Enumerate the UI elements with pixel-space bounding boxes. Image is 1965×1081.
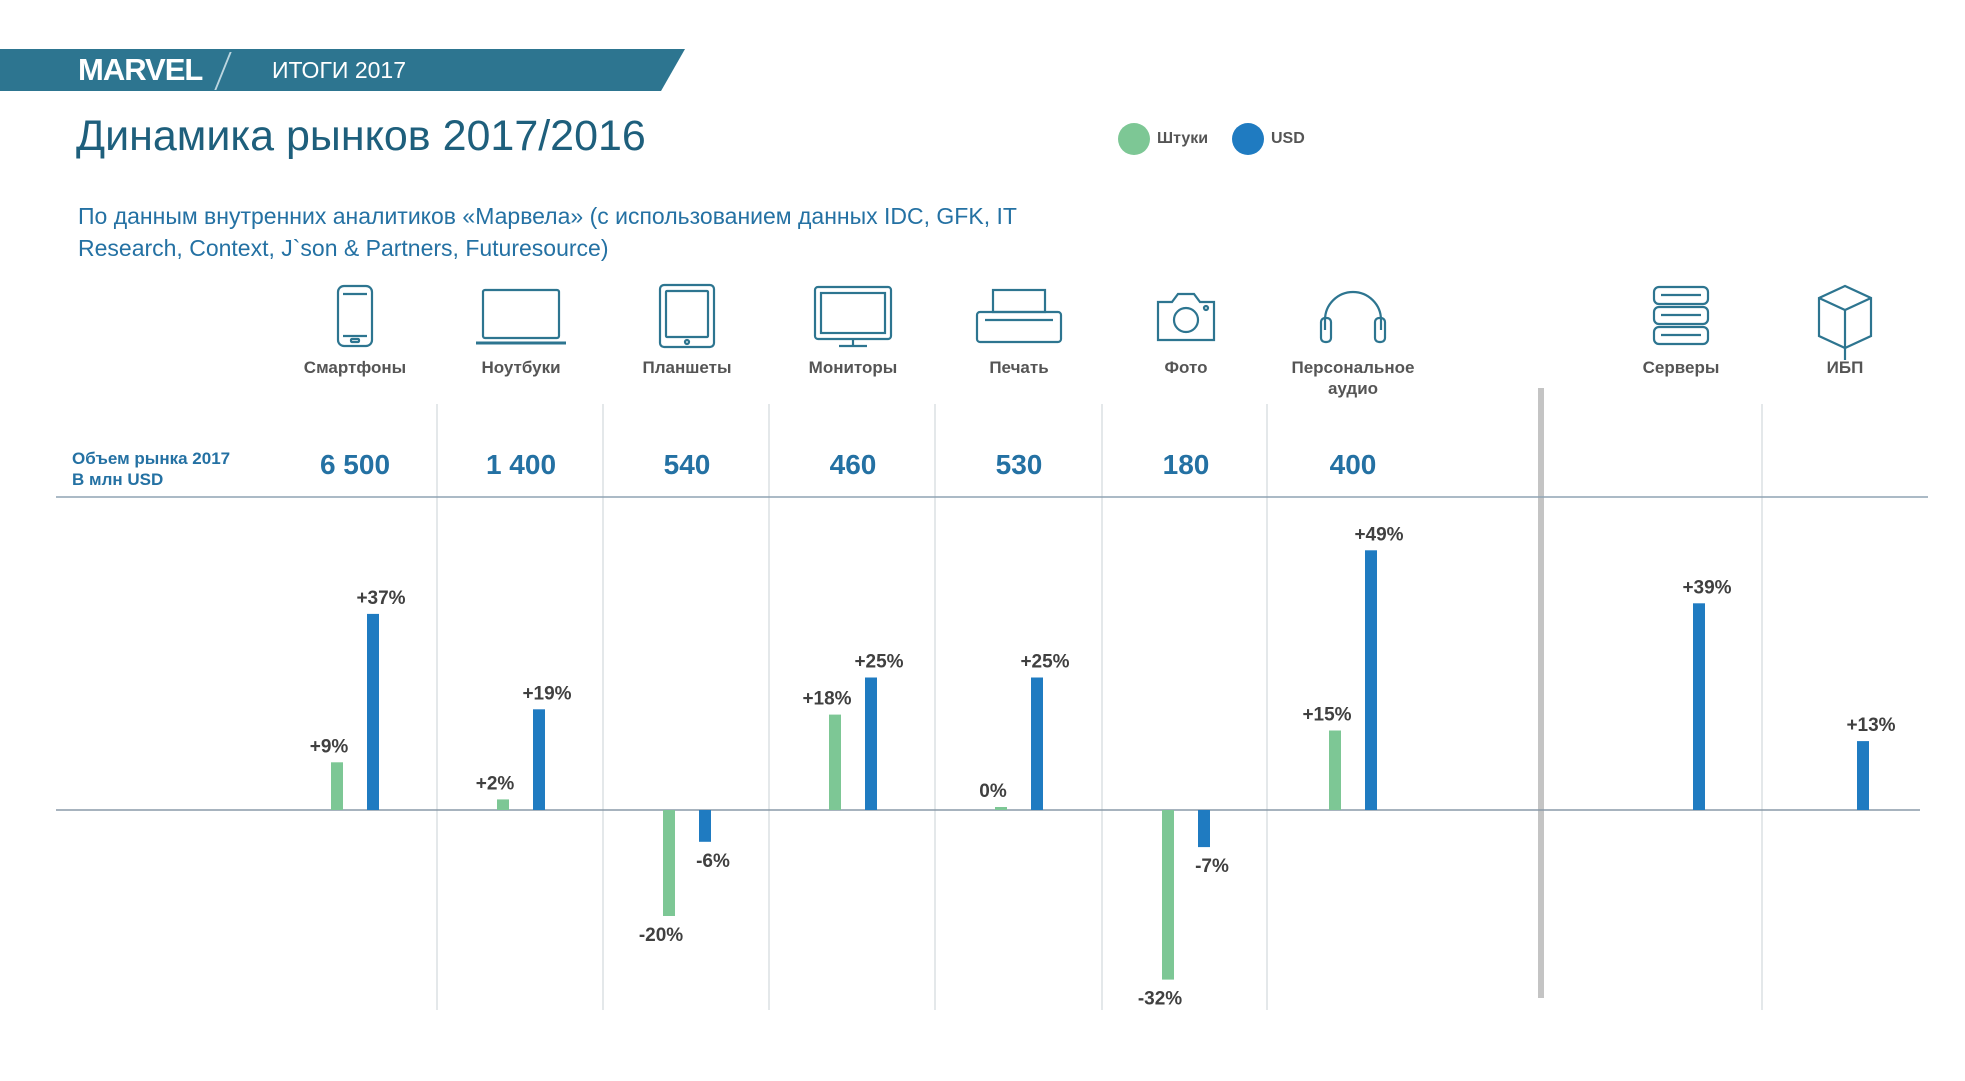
data-label-usd: +39%	[1682, 577, 1731, 598]
bar-usd	[533, 709, 545, 810]
legend-label-units: Штуки	[1157, 130, 1209, 147]
subtitle: По данным внутренних аналитиков «Марвела…	[78, 200, 1138, 264]
bar-units	[497, 799, 509, 810]
data-label-usd: -6%	[696, 851, 730, 872]
data-label-usd: +25%	[1020, 652, 1069, 673]
data-label-usd: +25%	[854, 652, 903, 673]
monitor-icon	[813, 285, 893, 348]
data-label-units: +15%	[1302, 705, 1351, 726]
legend-item-usd: USD	[1232, 122, 1305, 156]
data-label-units: -20%	[639, 925, 683, 946]
data-label-usd: +13%	[1846, 715, 1895, 736]
market-volume-label-line-1: Объем рынка 2017	[72, 449, 231, 468]
smartphone-icon	[336, 284, 374, 348]
data-label-units: +18%	[802, 689, 851, 710]
tablet-icon	[658, 283, 716, 349]
data-label-units: +9%	[310, 736, 349, 757]
printer-icon	[975, 288, 1063, 344]
bar-units	[1162, 810, 1174, 980]
category-label: ИБП	[1827, 358, 1864, 377]
bar-units	[829, 714, 841, 810]
data-label-usd: -7%	[1195, 856, 1229, 877]
bar-usd	[1857, 741, 1869, 810]
category-label: Смартфоны	[304, 358, 406, 377]
bar-usd	[1693, 603, 1705, 810]
server-icon	[1652, 285, 1710, 346]
bar-usd	[1198, 810, 1210, 848]
marvel-logo: MARVEL	[78, 52, 203, 87]
category-label: Печать	[989, 358, 1048, 377]
market-volume-value: 540	[664, 449, 711, 480]
legend-item-units: Штуки	[1118, 122, 1208, 156]
market-volume-value: 6 500	[320, 449, 390, 480]
bar-usd	[865, 677, 877, 810]
ups-box-icon	[1817, 284, 1873, 360]
laptop-icon	[476, 288, 566, 345]
legend-swatch-units	[1118, 123, 1150, 155]
subtitle-line-1: По данным внутренних аналитиков «Марвела…	[78, 203, 1017, 229]
data-label-units: 0%	[979, 781, 1007, 802]
bar-units	[1329, 730, 1341, 810]
camera-icon	[1156, 292, 1216, 342]
bar-units	[995, 807, 1007, 810]
category-label: Фото	[1165, 358, 1208, 377]
data-label-units: +2%	[476, 773, 515, 794]
market-volume-value: 180	[1163, 449, 1210, 480]
bar-usd	[1365, 550, 1377, 810]
data-label-usd: +49%	[1354, 524, 1403, 545]
category-label: Планшеты	[643, 358, 732, 377]
market-volume-label: Объем рынка 2017 В млн USD	[72, 448, 272, 490]
bar-units	[663, 810, 675, 916]
legend-swatch-usd	[1232, 123, 1264, 155]
subtitle-line-2: Research, Context, J`son & Partners, Fut…	[78, 235, 609, 261]
bar-usd	[699, 810, 711, 842]
market-volume-value: 400	[1330, 449, 1377, 480]
category-label: Мониторы	[809, 358, 898, 377]
legend-label-usd: USD	[1271, 130, 1305, 147]
bar-units	[331, 762, 343, 810]
data-label-usd: +19%	[522, 683, 571, 704]
category-label-line-2: аудио	[1328, 379, 1378, 398]
bar-usd	[367, 613, 379, 810]
page-title: Динамика рынков 2017/2016	[76, 112, 646, 160]
data-label-usd: +37%	[356, 588, 405, 609]
market-volume-value: 1 400	[486, 449, 556, 480]
category-label: Ноутбуки	[481, 358, 560, 377]
data-label-units: -32%	[1138, 989, 1182, 1010]
market-volume-label-line-2: В млн USD	[72, 470, 164, 489]
headphones-icon	[1319, 290, 1387, 344]
category-label: Серверы	[1643, 358, 1720, 377]
banner-title: ИТОГИ 2017	[272, 57, 406, 83]
market-volume-value: 530	[996, 449, 1043, 480]
market-volume-value: 460	[830, 449, 877, 480]
bar-usd	[1031, 677, 1043, 810]
header-banner	[0, 49, 685, 91]
category-label: Персональное	[1292, 358, 1415, 377]
